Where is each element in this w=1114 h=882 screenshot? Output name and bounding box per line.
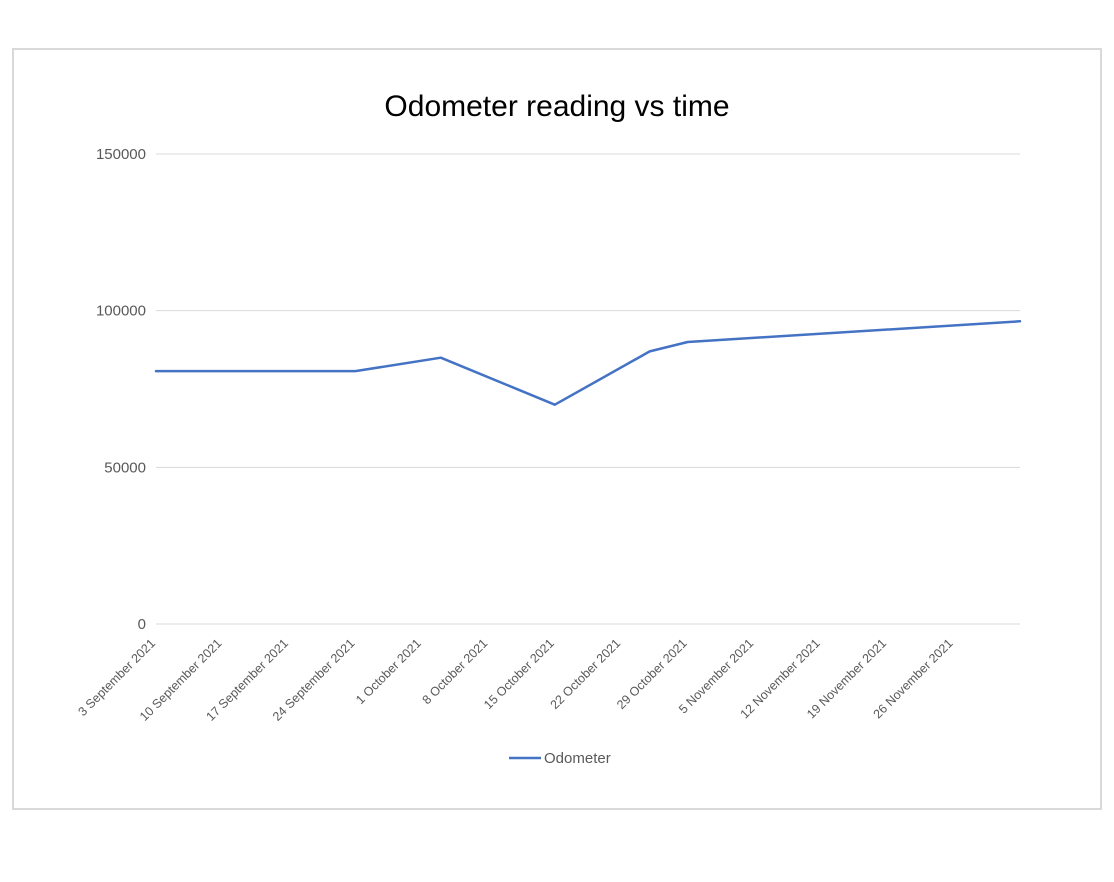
x-tick-label: 22 October 2021 — [548, 636, 624, 712]
y-tick-label: 50000 — [104, 459, 146, 476]
y-tick-label: 100000 — [96, 303, 146, 320]
chart-title: Odometer reading vs time — [384, 90, 729, 123]
x-tick-label: 29 October 2021 — [614, 636, 690, 712]
y-tick-label: 0 — [138, 616, 146, 633]
x-tick-label: 1 October 2021 — [353, 636, 424, 707]
x-tick-label: 8 October 2021 — [420, 636, 491, 707]
chart-frame: Odometer reading vs time 0 50000 100000 150… — [12, 48, 1102, 810]
series-layer — [154, 320, 1022, 406]
legend: Odometer — [509, 750, 611, 767]
gridlines — [156, 153, 1020, 625]
y-tick-label: 150000 — [96, 146, 146, 163]
x-tick-label: 15 October 2021 — [481, 636, 557, 712]
y-axis-ticks: 0 50000 100000 150000 — [96, 146, 146, 633]
series-line-0 — [154, 320, 1022, 406]
line-chart: Odometer reading vs time 0 50000 100000 150… — [75, 90, 1022, 767]
legend-label: Odometer — [544, 750, 611, 767]
